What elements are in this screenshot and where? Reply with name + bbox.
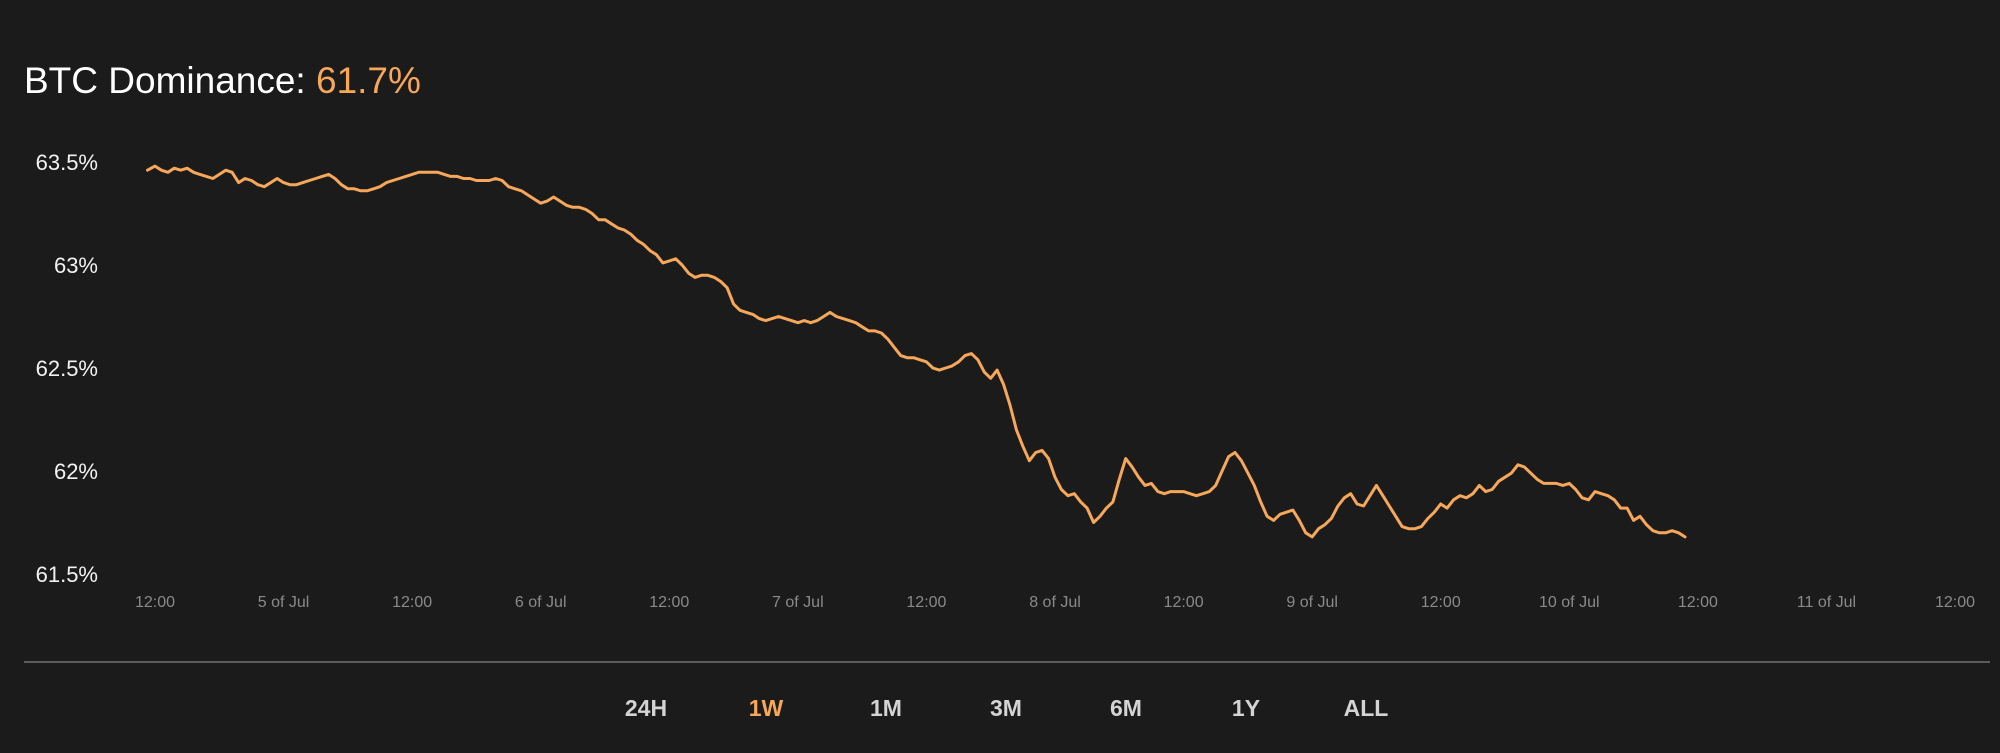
dominance-line-chart: 63.5%63%62.5%62%61.5% 12:00 5 of Jul 12:00… — [36, 150, 1976, 611]
range-button-1m[interactable]: 1M — [836, 690, 936, 726]
range-button-24h[interactable]: 24H — [596, 690, 696, 726]
x-tick-label: 12:00 — [906, 594, 946, 611]
y-tick-label: 63% — [54, 253, 98, 278]
time-range-selector: 24H 1W 1M 3M 6M 1Y ALL — [0, 690, 2000, 726]
x-tick-label: 12:00 — [649, 594, 689, 611]
page-title: BTC Dominance: 61.7% — [24, 58, 421, 104]
y-tick-label: 62.5% — [36, 356, 98, 381]
x-tick-label: 12:00 — [135, 594, 175, 611]
range-button-6m[interactable]: 6M — [1076, 690, 1176, 726]
range-button-3m[interactable]: 3M — [956, 690, 1056, 726]
y-axis: 63.5% 63% 62.5% 62% 61.5% — [36, 150, 98, 587]
x-tick-label: 12:00 — [1164, 594, 1204, 611]
range-button-1w[interactable]: 1W — [716, 690, 816, 726]
x-tick-label: 8 of Jul — [1029, 594, 1081, 611]
x-tick-label: 11 of Jul — [1797, 594, 1856, 611]
y-tick-label: 61.5% — [36, 562, 98, 587]
range-button-1y[interactable]: 1Y — [1196, 690, 1296, 726]
x-axis: 12:00 5 of Jul 12:00 6 of Jul 12:00 7 of Jul 1… — [135, 594, 1975, 611]
x-tick-label: 7 of Jul — [772, 594, 824, 611]
range-button-all[interactable]: ALL — [1316, 690, 1416, 726]
title-label: BTC Dominance: — [24, 60, 306, 101]
x-tick-label: 10 of Jul — [1539, 594, 1599, 611]
y-tick-label: 62% — [54, 459, 98, 484]
x-tick-label: 12:00 — [1678, 594, 1718, 611]
x-tick-label: 12:00 — [1421, 594, 1461, 611]
series-group — [146, 164, 1687, 539]
x-tick-label: 5 of Jul — [258, 594, 310, 611]
dominance-value: 61.7% — [316, 60, 421, 101]
y-tick-label: 63.5% — [36, 150, 98, 175]
x-tick-label: 12:00 — [392, 594, 432, 611]
x-tick-label: 12:00 — [1935, 594, 1975, 611]
series-line-btc-dominance — [146, 164, 1687, 539]
chart-divider — [24, 661, 1990, 663]
x-tick-label: 9 of Jul — [1286, 594, 1338, 611]
x-tick-label: 6 of Jul — [515, 594, 567, 611]
